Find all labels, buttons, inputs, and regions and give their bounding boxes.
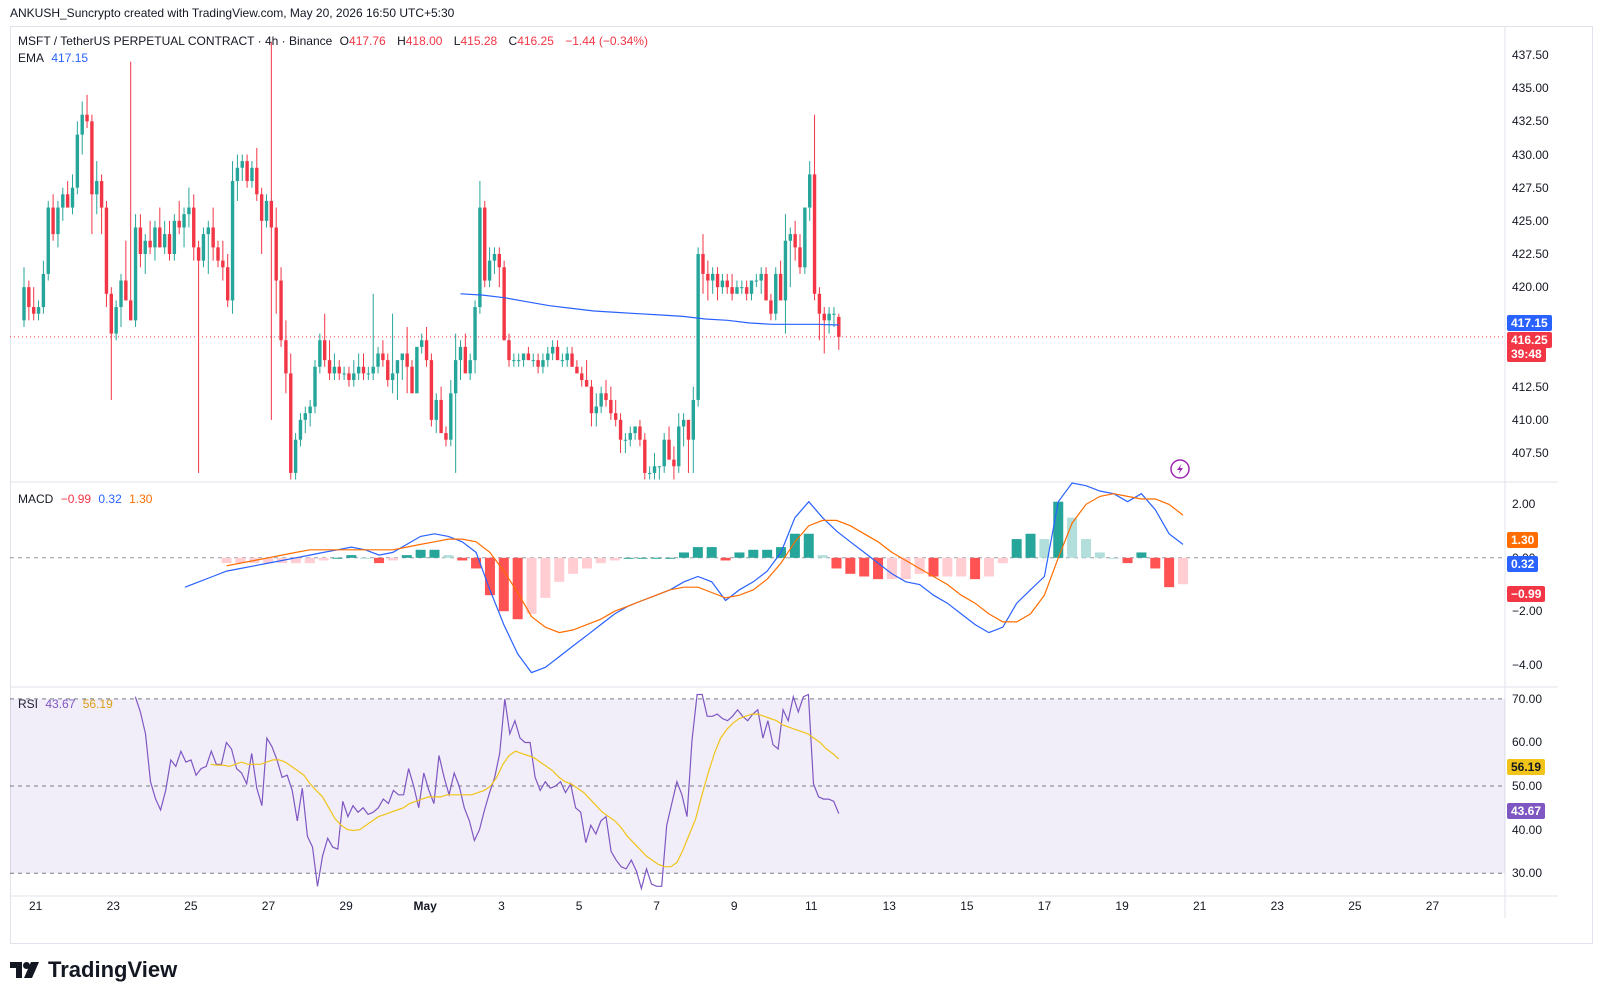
high-value: 418.00 — [405, 34, 443, 48]
price-tick: 425.00 — [1512, 213, 1549, 228]
macd-label: MACD — [18, 492, 54, 506]
open-value: 417.76 — [349, 34, 386, 48]
time-tick: 11 — [805, 899, 818, 913]
time-tick: 23 — [106, 899, 120, 913]
macd-signal-tag: 1.30 — [1507, 532, 1539, 548]
symbol-legend: MSFT / TetherUS PERPETUAL CONTRACT · 4h … — [18, 34, 652, 48]
rsi-tick: 30.00 — [1512, 866, 1543, 881]
low-value: 415.28 — [460, 34, 498, 48]
macd-line-tag: 0.32 — [1507, 556, 1539, 572]
countdown-tag: 39:48 — [1507, 346, 1546, 362]
high-label: H — [397, 34, 406, 48]
ema-value: 417.15 — [51, 51, 89, 65]
macd-tick: 2.00 — [1512, 497, 1536, 512]
time-tick: 27 — [1425, 899, 1440, 913]
time-tick: 9 — [730, 899, 738, 913]
macd-tick: −2.00 — [1512, 604, 1543, 619]
time-tick: 25 — [184, 899, 198, 913]
last-price-tag: 416.25 — [1507, 332, 1552, 348]
rsi-tick: 60.00 — [1512, 735, 1543, 750]
time-tick: 19 — [1115, 899, 1129, 913]
time-tick: 25 — [1348, 899, 1362, 913]
open-label: O — [339, 34, 350, 48]
macd-hist-tag: −0.99 — [1507, 586, 1546, 602]
time-tick: 15 — [960, 899, 974, 913]
time-tick: 21 — [1193, 899, 1207, 913]
low-label: L — [453, 34, 461, 48]
price-tick: 420.00 — [1512, 280, 1549, 295]
price-tick: 422.50 — [1512, 247, 1549, 261]
time-tick: May — [413, 899, 437, 913]
close-value: 416.25 — [517, 34, 554, 48]
price-tick: 437.50 — [1512, 48, 1549, 62]
macd-v2: 0.32 — [98, 492, 122, 506]
symbol-title[interactable]: MSFT / TetherUS PERPETUAL CONTRACT · 4h … — [18, 34, 333, 48]
rsi-legend[interactable]: RSI 43.67 56.19 — [18, 697, 117, 711]
price-tick: 427.50 — [1512, 180, 1549, 195]
macd-tick: −4.00 — [1512, 657, 1543, 672]
rsi-tick: 70.00 — [1512, 691, 1543, 706]
price-tick: 432.50 — [1512, 114, 1549, 129]
close-label: C — [508, 34, 518, 48]
time-tick: 29 — [339, 899, 353, 913]
time-tick: 5 — [575, 899, 583, 913]
rsi-v2: 56.19 — [82, 697, 113, 711]
ema-legend[interactable]: EMA 417.15 — [18, 51, 92, 65]
macd-v3: 1.30 — [129, 492, 153, 506]
time-tick: 27 — [261, 899, 276, 913]
macd-v1: −0.99 — [60, 492, 92, 506]
time-tick: 13 — [882, 899, 896, 913]
price-tick: 412.50 — [1512, 379, 1549, 394]
attribution-text: ANKUSH_Suncrypto created with TradingVie… — [10, 6, 455, 20]
tradingview-logo-icon — [10, 962, 40, 978]
rsi-tick: 50.00 — [1512, 779, 1543, 794]
chart-frame — [10, 26, 1593, 944]
rsi-v1: 43.67 — [45, 697, 76, 711]
change-value: −1.44 (−0.34%) — [565, 34, 648, 48]
macd-legend[interactable]: MACD −0.99 0.32 1.30 — [18, 492, 156, 506]
price-tick: 407.50 — [1512, 446, 1549, 460]
rsi-tick: 40.00 — [1512, 822, 1543, 837]
tradingview-brand: TradingView — [48, 957, 178, 982]
rsi-tag: 43.67 — [1507, 803, 1546, 819]
time-tick: 21 — [29, 899, 43, 913]
tradingview-logo[interactable]: TradingView — [10, 957, 177, 983]
price-tick: 430.00 — [1512, 147, 1549, 162]
price-tick: 410.00 — [1512, 412, 1549, 427]
ema-label: EMA — [18, 51, 45, 65]
time-tick: 3 — [498, 899, 505, 913]
rsi-label: RSI — [18, 697, 39, 711]
ema-price-tag: 417.15 — [1507, 315, 1552, 331]
time-tick: 23 — [1270, 899, 1284, 913]
rsi-ma-tag: 56.19 — [1507, 759, 1546, 775]
time-tick: 17 — [1037, 899, 1052, 913]
time-tick: 7 — [653, 899, 660, 913]
price-tick: 435.00 — [1512, 81, 1549, 96]
